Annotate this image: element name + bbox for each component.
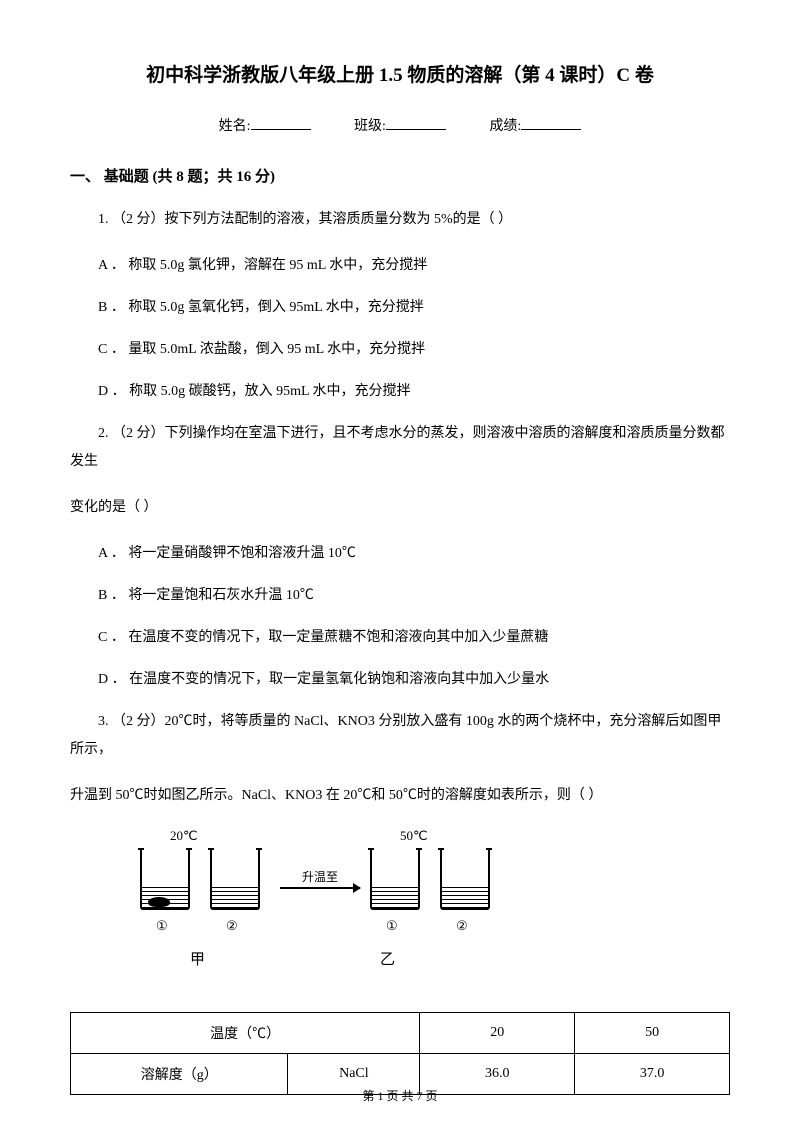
q3-stem-a: 3. （2 分）20℃时，将等质量的 NaCl、KNO3 分别放入盛有 100g… <box>70 708 730 764</box>
class-label: 班级: <box>354 119 386 134</box>
name-blank <box>251 129 311 130</box>
q2-opt-b: B ． 将一定量饱和石灰水升温 10℃ <box>70 582 730 610</box>
q1-opt-c: C ． 量取 5.0mL 浓盐酸，倒入 95 mL 水中，充分搅拌 <box>70 336 730 364</box>
q1-opt-a: A ． 称取 5.0g 氯化钾，溶解在 95 mL 水中，充分搅拌 <box>70 252 730 280</box>
circ-4: ② <box>456 918 468 934</box>
th-temp: 温度（℃） <box>71 1013 420 1054</box>
score-label: 成绩: <box>489 119 521 134</box>
water-2 <box>212 884 258 908</box>
score-blank <box>521 129 581 130</box>
q2-opt-c: C ． 在温度不变的情况下，取一定量蔗糖不饱和溶液向其中加入少量蔗糖 <box>70 624 730 652</box>
arrow-text: 升温至 <box>280 868 360 885</box>
th-20: 20 <box>420 1013 575 1054</box>
q2-opt-a: A ． 将一定量硝酸钾不饱和溶液升温 10℃ <box>70 540 730 568</box>
q3-stem-b: 升温到 50℃时如图乙所示。NaCl、KNO3 在 20℃和 50℃时的溶解度如… <box>70 782 730 810</box>
q1-opt-d: D ． 称取 5.0g 碳酸钙，放入 95mL 水中，充分搅拌 <box>70 378 730 406</box>
q3-figure: 20℃ 50℃ 升温至 ① ② ① ② 甲 乙 <box>140 828 730 988</box>
circ-1: ① <box>156 918 168 934</box>
q2-stem-a: 2. （2 分）下列操作均在室温下进行，且不考虑水分的蒸发，则溶液中溶质的溶解度… <box>70 420 730 476</box>
page-footer: 第 1 页 共 7 页 <box>0 1087 800 1104</box>
temp-left-label: 20℃ <box>170 828 198 844</box>
beaker-4 <box>440 850 490 910</box>
solubility-table: 温度（℃） 20 50 溶解度（g） NaCl 36.0 37.0 <box>70 1012 730 1095</box>
circ-3: ① <box>386 918 398 934</box>
name-label: 姓名: <box>219 119 251 134</box>
char-right: 乙 <box>380 948 395 969</box>
arrow-group: 升温至 <box>280 868 360 889</box>
temp-right-label: 50℃ <box>400 828 428 844</box>
page-title: 初中科学浙教版八年级上册 1.5 物质的溶解（第 4 课时）C 卷 <box>70 60 730 87</box>
q1-stem: 1. （2 分）按下列方法配制的溶液，其溶质质量分数为 5%的是（ ） <box>70 206 730 234</box>
beaker-2 <box>210 850 260 910</box>
arrow-line-icon <box>280 887 360 889</box>
water-4 <box>442 884 488 908</box>
water-3 <box>372 884 418 908</box>
th-50: 50 <box>575 1013 730 1054</box>
class-blank <box>386 129 446 130</box>
table-row: 温度（℃） 20 50 <box>71 1013 730 1054</box>
q1-opt-b: B ． 称取 5.0g 氢氧化钙，倒入 95mL 水中，充分搅拌 <box>70 294 730 322</box>
circ-2: ② <box>226 918 238 934</box>
q2-opt-d: D ． 在温度不变的情况下，取一定量氢氧化钠饱和溶液向其中加入少量水 <box>70 666 730 694</box>
info-line: 姓名: 班级: 成绩: <box>70 115 730 135</box>
sediment-1 <box>148 897 170 907</box>
q2-stem-b: 变化的是（ ） <box>70 494 730 522</box>
beaker-3 <box>370 850 420 910</box>
beaker-1 <box>140 850 190 910</box>
char-left: 甲 <box>190 948 205 969</box>
section-header: 一、 基础题 (共 8 题；共 16 分) <box>70 165 730 186</box>
